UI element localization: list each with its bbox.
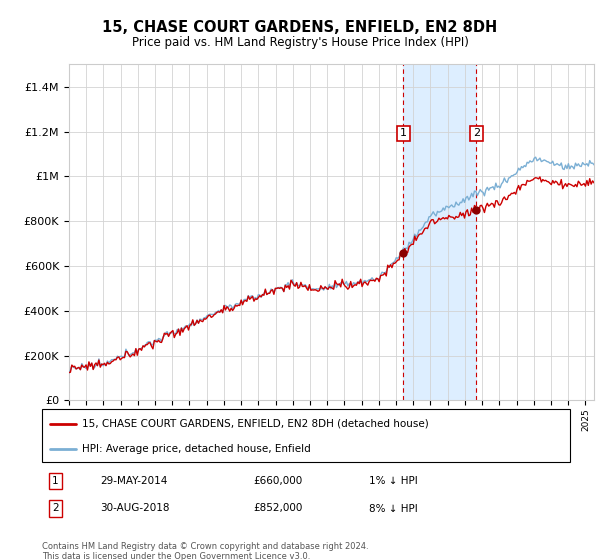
Text: 8% ↓ HPI: 8% ↓ HPI	[370, 503, 418, 514]
Text: Price paid vs. HM Land Registry's House Price Index (HPI): Price paid vs. HM Land Registry's House …	[131, 36, 469, 49]
Text: £852,000: £852,000	[253, 503, 302, 514]
Text: 1: 1	[400, 128, 407, 138]
Text: HPI: Average price, detached house, Enfield: HPI: Average price, detached house, Enfi…	[82, 444, 310, 454]
Text: 1% ↓ HPI: 1% ↓ HPI	[370, 476, 418, 486]
Text: 1: 1	[52, 476, 59, 486]
Text: 30-AUG-2018: 30-AUG-2018	[100, 503, 170, 514]
Text: 15, CHASE COURT GARDENS, ENFIELD, EN2 8DH: 15, CHASE COURT GARDENS, ENFIELD, EN2 8D…	[103, 20, 497, 35]
Text: Contains HM Land Registry data © Crown copyright and database right 2024.
This d: Contains HM Land Registry data © Crown c…	[42, 542, 368, 560]
Text: £660,000: £660,000	[253, 476, 302, 486]
Text: 15, CHASE COURT GARDENS, ENFIELD, EN2 8DH (detached house): 15, CHASE COURT GARDENS, ENFIELD, EN2 8D…	[82, 419, 428, 429]
Bar	[403, 64, 476, 400]
Text: 29-MAY-2014: 29-MAY-2014	[100, 476, 167, 486]
Text: 2: 2	[473, 128, 480, 138]
Text: 2: 2	[52, 503, 59, 514]
